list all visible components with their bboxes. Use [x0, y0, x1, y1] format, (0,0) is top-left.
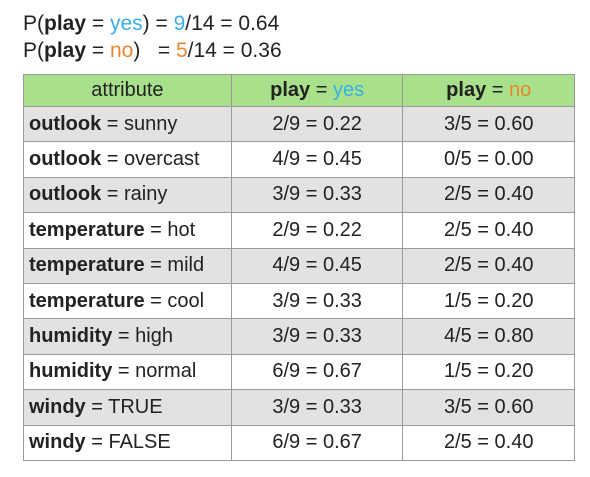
prob-yes-cell: 4/9 = 0.45 — [230, 141, 404, 178]
attribute-value: overcast — [124, 148, 200, 171]
attribute-value: TRUE — [108, 395, 163, 418]
header-equals: = — [486, 79, 509, 101]
prob-no-cell: 2/5 = 0.40 — [402, 176, 575, 214]
table-row: outlook = sunny 2/9 = 0.22 3/5 = 0.60 — [23, 105, 575, 143]
attribute-value: hot — [167, 218, 196, 241]
attribute-equals: = — [101, 112, 125, 135]
conditional-probability-table: attribute play = yes play = no outlook =… — [23, 74, 575, 461]
attribute-name: temperature — [29, 289, 145, 312]
prob-no-cell: 1/5 = 0.20 — [402, 282, 575, 320]
header-variable: play — [270, 79, 311, 101]
prob-yes-cell: 3/9 = 0.33 — [230, 282, 404, 320]
attribute-cell: outlook = overcast — [23, 141, 232, 178]
prior-close: ) = — [133, 39, 176, 62]
prior-equals: = — [86, 12, 110, 35]
attribute-name: outlook — [29, 112, 102, 135]
attribute-value: normal — [135, 360, 197, 383]
attribute-name: temperature — [29, 254, 145, 277]
table-row: windy = TRUE 3/9 = 0.33 3/5 = 0.60 — [23, 389, 575, 426]
prior-no: P(play = no) = 5/14 = 0.36 — [23, 37, 282, 64]
prior-variable: play — [44, 12, 87, 35]
attribute-equals: = — [144, 289, 168, 312]
attribute-cell: temperature = hot — [23, 212, 232, 249]
prior-prefix: P( — [23, 12, 44, 35]
prob-yes-cell: 6/9 = 0.67 — [230, 353, 404, 391]
table-row: humidity = high 3/9 = 0.33 4/5 = 0.80 — [23, 318, 575, 355]
prior-count-yes: 9 — [173, 12, 186, 35]
attribute-cell: temperature = mild — [23, 247, 232, 284]
header-play-no: play = no — [402, 74, 575, 107]
table-row: windy = FALSE 6/9 = 0.67 2/5 = 0.40 — [23, 424, 575, 461]
attribute-name: humidity — [29, 360, 113, 383]
attribute-cell: outlook = rainy — [23, 176, 232, 214]
attribute-equals: = — [101, 148, 125, 171]
prob-no-cell: 1/5 = 0.20 — [402, 353, 575, 391]
table-row: outlook = overcast 4/9 = 0.45 0/5 = 0.00 — [23, 141, 575, 178]
prior-variable: play — [44, 39, 87, 62]
attribute-value: high — [135, 325, 173, 348]
table-row: temperature = hot 2/9 = 0.22 2/5 = 0.40 — [23, 212, 575, 249]
attribute-name: temperature — [29, 218, 145, 241]
prob-yes-cell: 3/9 = 0.33 — [230, 389, 404, 426]
attribute-value: mild — [167, 254, 205, 277]
prob-yes-cell: 6/9 = 0.67 — [230, 424, 404, 461]
attribute-equals: = — [144, 254, 168, 277]
attribute-cell: humidity = high — [23, 318, 232, 355]
header-equals: = — [310, 79, 333, 101]
attribute-cell: outlook = sunny — [23, 105, 232, 143]
prob-no-cell: 3/5 = 0.60 — [402, 105, 575, 143]
header-variable: play — [446, 79, 487, 101]
table-header-row: attribute play = yes play = no — [23, 74, 575, 107]
prior-count-no: 5 — [175, 39, 188, 62]
prob-no-cell: 4/5 = 0.80 — [402, 318, 575, 355]
attribute-equals: = — [85, 395, 109, 418]
attribute-value: FALSE — [108, 431, 171, 454]
prior-class-no: no — [109, 39, 134, 62]
attribute-name: outlook — [29, 183, 102, 206]
attribute-name: windy — [29, 395, 86, 418]
table-row: humidity = normal 6/9 = 0.67 1/5 = 0.20 — [23, 353, 575, 391]
prior-yes: P(play = yes) = 9/14 = 0.64 — [23, 10, 282, 37]
header-attribute: attribute — [23, 74, 232, 107]
prior-value-yes: /14 = 0.64 — [185, 12, 280, 35]
prior-class-yes: yes — [109, 12, 143, 35]
prob-yes-cell: 2/9 = 0.22 — [230, 105, 404, 143]
header-class-yes: yes — [332, 79, 365, 101]
attribute-value: cool — [167, 289, 205, 312]
attribute-equals: = — [144, 218, 168, 241]
table-row: temperature = cool 3/9 = 0.33 1/5 = 0.20 — [23, 282, 575, 320]
attribute-equals: = — [112, 325, 136, 348]
attribute-name: windy — [29, 431, 86, 454]
attribute-equals: = — [85, 431, 109, 454]
prob-no-cell: 2/5 = 0.40 — [402, 247, 575, 284]
attribute-name: outlook — [29, 148, 102, 171]
prob-yes-cell: 3/9 = 0.33 — [230, 318, 404, 355]
attribute-cell: windy = TRUE — [23, 389, 232, 426]
prior-close: ) = — [142, 12, 174, 35]
attribute-cell: temperature = cool — [23, 282, 232, 320]
attribute-cell: windy = FALSE — [23, 424, 232, 461]
prob-yes-cell: 2/9 = 0.22 — [230, 212, 404, 249]
attribute-value: rainy — [124, 183, 168, 206]
prior-value-no: /14 = 0.36 — [187, 39, 282, 62]
table-row: outlook = rainy 3/9 = 0.33 2/5 = 0.40 — [23, 176, 575, 214]
prior-equals: = — [86, 39, 110, 62]
prob-no-cell: 2/5 = 0.40 — [402, 212, 575, 249]
prob-yes-cell: 4/9 = 0.45 — [230, 247, 404, 284]
attribute-name: humidity — [29, 325, 113, 348]
prob-no-cell: 2/5 = 0.40 — [402, 424, 575, 461]
attribute-value: sunny — [124, 112, 178, 135]
table-row: temperature = mild 4/9 = 0.45 2/5 = 0.40 — [23, 247, 575, 284]
header-class-no: no — [509, 79, 532, 101]
prior-probabilities: P(play = yes) = 9/14 = 0.64 P(play = no)… — [23, 10, 282, 64]
attribute-cell: humidity = normal — [23, 353, 232, 391]
prob-yes-cell: 3/9 = 0.33 — [230, 176, 404, 214]
prior-prefix: P( — [23, 39, 44, 62]
prob-no-cell: 0/5 = 0.00 — [402, 141, 575, 178]
attribute-equals: = — [101, 183, 125, 206]
attribute-equals: = — [112, 360, 136, 383]
prob-no-cell: 3/5 = 0.60 — [402, 389, 575, 426]
header-play-yes: play = yes — [230, 74, 404, 107]
